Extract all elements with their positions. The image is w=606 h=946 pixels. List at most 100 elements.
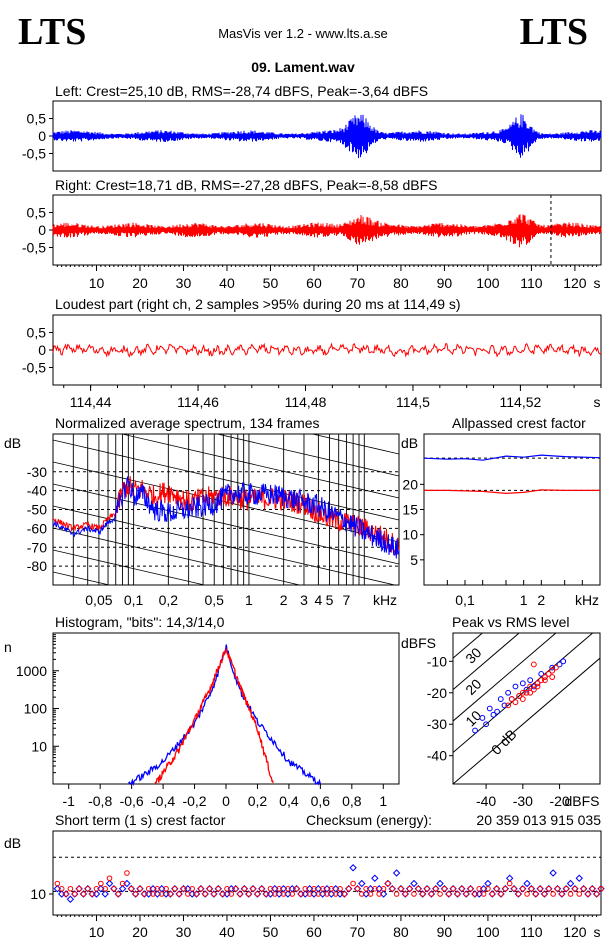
right-waveform-chart: 0,50 -0,5 10 20 30 40 50 60 70 80 90 100 110 120 s — [22, 194, 602, 291]
short-term-crest-right-point — [524, 891, 530, 897]
short-term-crest-right-point — [150, 891, 156, 897]
short-term-crest-right-point — [428, 891, 435, 897]
histogram-xtick-label: -0,8 — [88, 793, 112, 809]
left-waveform-title: Left: Crest=25,10 dB, RMS=-28,74 dBFS, P… — [55, 83, 428, 99]
left-waveform-ytick-label: 0 — [38, 128, 46, 144]
short-term-crest-right-point — [237, 891, 243, 897]
spectrum-chart: -30 -40 -50 -60 -70 -80 dB 0,05 0,1 0,2 0,5 1 2 3 4 5 7 k… — [4, 433, 400, 608]
time-axis-tick-label: 70 — [350, 275, 366, 291]
time-axis-unit: s — [594, 275, 601, 291]
spectrum-xtick-label: 0,2 — [159, 592, 179, 608]
short-term-crest-title: Short term (1 s) crest factor — [55, 812, 226, 828]
short-term-crest-right-point — [354, 885, 361, 892]
peak-vs-rms-crest-label: 40 — [462, 613, 484, 635]
peak-vs-rms-ytick-label: -20 — [427, 685, 447, 701]
short-term-crest-right-point — [319, 885, 326, 892]
short-term-crest-right-point — [419, 891, 426, 897]
short-term-crest-right-point — [285, 885, 291, 892]
short-term-crest-right-point — [358, 891, 365, 897]
short-term-crest-right-point — [128, 885, 135, 892]
peak-vs-rms-right-point — [549, 674, 556, 680]
short-term-crest-right-point — [337, 885, 343, 892]
time-axis-tick-label: 110 — [520, 275, 543, 291]
right-waveform-ytick-label: 0 — [38, 222, 46, 238]
short-term-crest-right-point — [93, 885, 100, 892]
short-term-crest-right-point — [189, 885, 195, 892]
spectrum-slope-line — [53, 439, 399, 521]
short-term-crest-right-point — [193, 891, 200, 897]
allpassed-crest-ytick-label: 15 — [402, 502, 418, 518]
peak-vs-rms-right-point — [519, 689, 526, 696]
short-term-crest-xtick-label: 30 — [176, 924, 192, 940]
short-term-crest-right-point — [250, 885, 256, 892]
peak-vs-rms-left-point — [494, 708, 501, 715]
peak-vs-rms-right-point — [516, 693, 523, 699]
short-term-crest-right-point — [163, 885, 169, 892]
short-term-crest-right-point — [211, 891, 217, 897]
short-term-crest-right-point — [515, 891, 522, 897]
right-waveform-title: Right: Crest=18,71 dB, RMS=-27,28 dBFS, … — [55, 177, 437, 193]
short-term-crest-right-point — [54, 880, 61, 887]
spectrum-left-series — [52, 476, 400, 559]
allpassed-crest-xunit: kHz — [575, 592, 599, 608]
short-term-crest-right-point — [267, 885, 274, 892]
short-term-crest-right-point — [554, 885, 561, 892]
short-term-crest-right-point — [541, 891, 548, 897]
short-term-crest-right-point — [258, 885, 265, 892]
checksum-value: 20 359 013 915 035 — [476, 812, 601, 828]
short-term-crest-xtick-label: 100 — [476, 924, 500, 940]
file-name: 09. Lament.wav — [251, 59, 355, 75]
histogram-xtick-label: 0,8 — [342, 793, 362, 809]
peak-vs-rms-left-point — [501, 702, 508, 709]
short-term-crest-right-point — [572, 885, 578, 892]
spectrum-xtick-label: 1 — [245, 592, 253, 608]
peak-vs-rms-left-point — [560, 658, 567, 665]
brand-left: LTS — [18, 11, 87, 53]
peak-vs-rms-right-point — [541, 674, 548, 680]
peak-vs-rms-left-point — [505, 689, 512, 696]
spectrum-ytick-label: -80 — [27, 558, 47, 574]
short-term-crest-xtick-label: 20 — [132, 924, 148, 940]
spectrum-xtick-label: 0,5 — [204, 592, 224, 608]
allpassed-crest-xtick-label: 1 — [520, 592, 528, 608]
short-term-crest-xtick-label: 40 — [219, 924, 235, 940]
histogram-xtick-label: -0,2 — [182, 793, 206, 809]
short-term-crest-xtick-label: 110 — [520, 924, 543, 940]
short-term-crest-right-point — [71, 891, 78, 897]
short-term-crest-xtick-label: 10 — [89, 924, 105, 940]
peak-vs-rms-xunit: dBFS — [564, 793, 599, 809]
allpassed-crest-xtick-label: 0,1 — [455, 592, 475, 608]
short-term-crest-right-point — [263, 891, 269, 897]
short-term-crest-right-point — [276, 885, 282, 892]
time-axis-tick-label: 50 — [263, 275, 279, 291]
peak-vs-rms-xtick-label: -30 — [513, 793, 533, 809]
left-waveform-chart: 0,50 -0,5 — [22, 100, 602, 172]
short-term-crest-right-point — [280, 891, 287, 897]
short-term-crest-right-point — [167, 891, 174, 897]
short-term-crest-right-point — [585, 891, 591, 897]
right-waveform-ytick-label: 0,5 — [27, 205, 47, 221]
short-term-crest-right-point — [232, 885, 239, 892]
short-term-crest-right-point — [537, 885, 543, 892]
histogram-xtick-label: -0,6 — [120, 793, 144, 809]
allpassed-crest-ytick-label: 10 — [402, 527, 418, 543]
short-term-crest-right-point — [372, 885, 378, 892]
short-term-crest-right-point — [363, 885, 369, 892]
short-term-crest-right-point — [502, 885, 509, 892]
short-term-crest-right-point — [311, 885, 317, 892]
peak-vs-rms-right-point — [541, 677, 548, 684]
short-term-crest-right-point — [206, 885, 213, 892]
histogram-xtick-label: -1 — [63, 793, 76, 809]
histogram-title: Histogram, "bits": 14,3/14,0 — [55, 614, 225, 630]
loudest-part-ytick-label: 0,5 — [27, 325, 47, 341]
app-title: MasVis ver 1.2 - www.lts.a.se — [218, 26, 388, 41]
time-axis-tick-label: 60 — [306, 275, 322, 291]
short-term-crest-right-point — [532, 891, 539, 897]
time-axis-tick-label: 30 — [176, 275, 192, 291]
short-term-crest-right-point — [389, 885, 396, 892]
spectrum-slope-line — [53, 483, 399, 565]
short-term-crest-left-point — [358, 879, 366, 888]
short-term-crest-right-point — [228, 891, 235, 897]
histogram-xtick-label: 0,4 — [279, 793, 299, 809]
